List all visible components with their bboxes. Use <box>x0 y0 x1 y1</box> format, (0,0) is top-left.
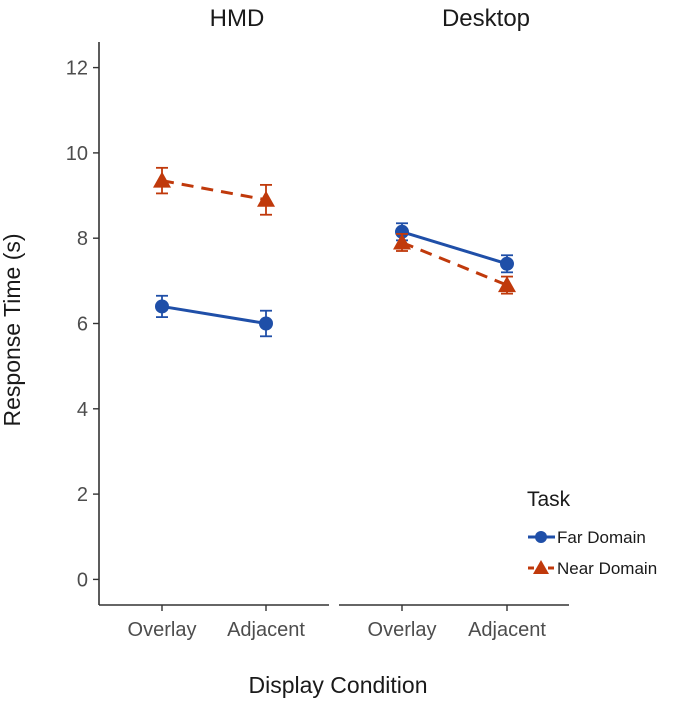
y-tick-label-6: 12 <box>66 58 88 80</box>
x-tick-label-hmd-overlay: Overlay <box>128 619 197 641</box>
y-tick-label-3: 6 <box>77 314 88 336</box>
series-line-far-domain-desktop <box>401 230 508 266</box>
y-tick-label-4: 8 <box>77 228 88 250</box>
legend-marker-far-domain <box>535 531 547 543</box>
legend-title: Task <box>527 488 571 511</box>
y-ticks: 0 2 4 6 8 10 12 <box>66 58 99 591</box>
point-near-domain-hmd-0 <box>153 171 171 188</box>
series-line-near-domain-hmd <box>161 179 267 202</box>
legend: Task Far Domain Near Domain <box>527 488 657 578</box>
panel-title-hmd: HMD <box>210 5 265 32</box>
x-tick-label-hmd-adjacent: Adjacent <box>227 619 305 641</box>
y-tick-label-0: 0 <box>77 569 88 591</box>
y-tick-label-2: 4 <box>77 399 88 421</box>
point-far-domain-desktop-1 <box>500 256 514 271</box>
y-axis-title: Response Time (s) <box>0 233 25 426</box>
legend-label-far-domain: Far Domain <box>557 528 646 547</box>
x-tick-label-desktop-adjacent: Adjacent <box>468 619 546 641</box>
point-far-domain-hmd-0 <box>155 299 169 314</box>
legend-item-near-domain: Near Domain <box>528 559 657 578</box>
x-axis-title: Display Condition <box>249 672 428 698</box>
point-near-domain-desktop-1 <box>498 276 516 293</box>
panel-title-desktop: Desktop <box>442 5 530 32</box>
point-far-domain-desktop-0 <box>395 224 409 239</box>
legend-marker-near-domain <box>533 560 549 574</box>
x-ticks: Overlay Adjacent Overlay Adjacent <box>128 605 546 641</box>
point-near-domain-hmd-1 <box>257 190 275 207</box>
legend-item-far-domain: Far Domain <box>528 528 646 547</box>
y-tick-label-5: 10 <box>66 143 88 165</box>
series-line-far-domain-hmd <box>161 304 267 325</box>
y-tick-label-1: 2 <box>77 484 88 506</box>
point-far-domain-hmd-1 <box>259 316 273 331</box>
series-layer <box>153 166 516 338</box>
legend-label-near-domain: Near Domain <box>557 559 657 578</box>
point-near-domain-desktop-0 <box>393 233 411 250</box>
x-tick-label-desktop-overlay: Overlay <box>368 619 437 641</box>
